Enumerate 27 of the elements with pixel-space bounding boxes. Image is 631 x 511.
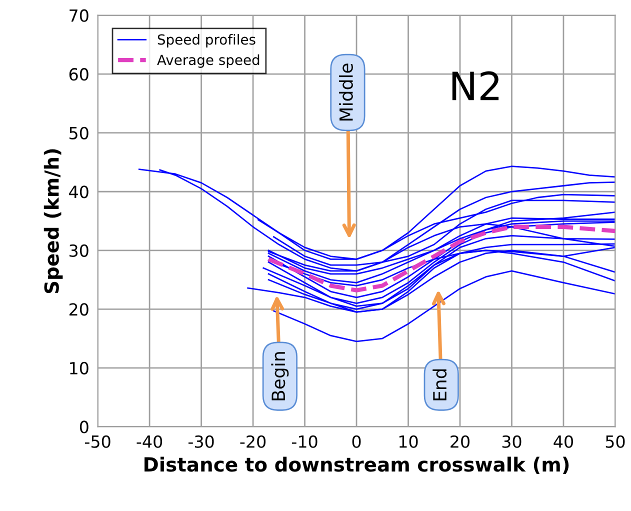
annotation: Middle [338,64,353,121]
y-axis-title: Speed (km/h) [44,149,63,294]
x-tick-label: -30 [188,435,214,448]
x-tick-label: 30 [502,435,522,448]
x-tick-label: 10 [399,435,418,448]
y-tick-label: 0 [80,420,88,434]
x-tick-label: -20 [240,435,266,448]
x-axis-title: Distance to downstream crosswalk (m) [144,456,569,474]
y-tick-label: 60 [69,68,88,81]
y-tick-label: 30 [70,244,88,257]
x-tick-label: -50 [85,435,110,448]
x-tick-label: -10 [292,435,318,448]
y-tick-label: 20 [69,303,88,316]
x-tick-label: 20 [450,435,470,448]
x-tick-label: -40 [136,435,162,448]
y-tick-label: 10 [70,362,88,374]
y-tick-label: 50 [70,126,88,140]
y-tick-label: 40 [69,186,88,198]
x-tick-label: 40 [554,435,573,448]
x-tick-label: 0 [352,435,361,448]
y-tick-label: 70 [70,9,88,22]
annotation: End [432,369,447,400]
legend-label: Speed profiles [158,34,256,48]
annotation: N2 [452,71,499,100]
annotation: Begin [271,352,289,400]
legend-label: Average speed [157,54,260,68]
x-tick-label: 50 [606,435,625,448]
